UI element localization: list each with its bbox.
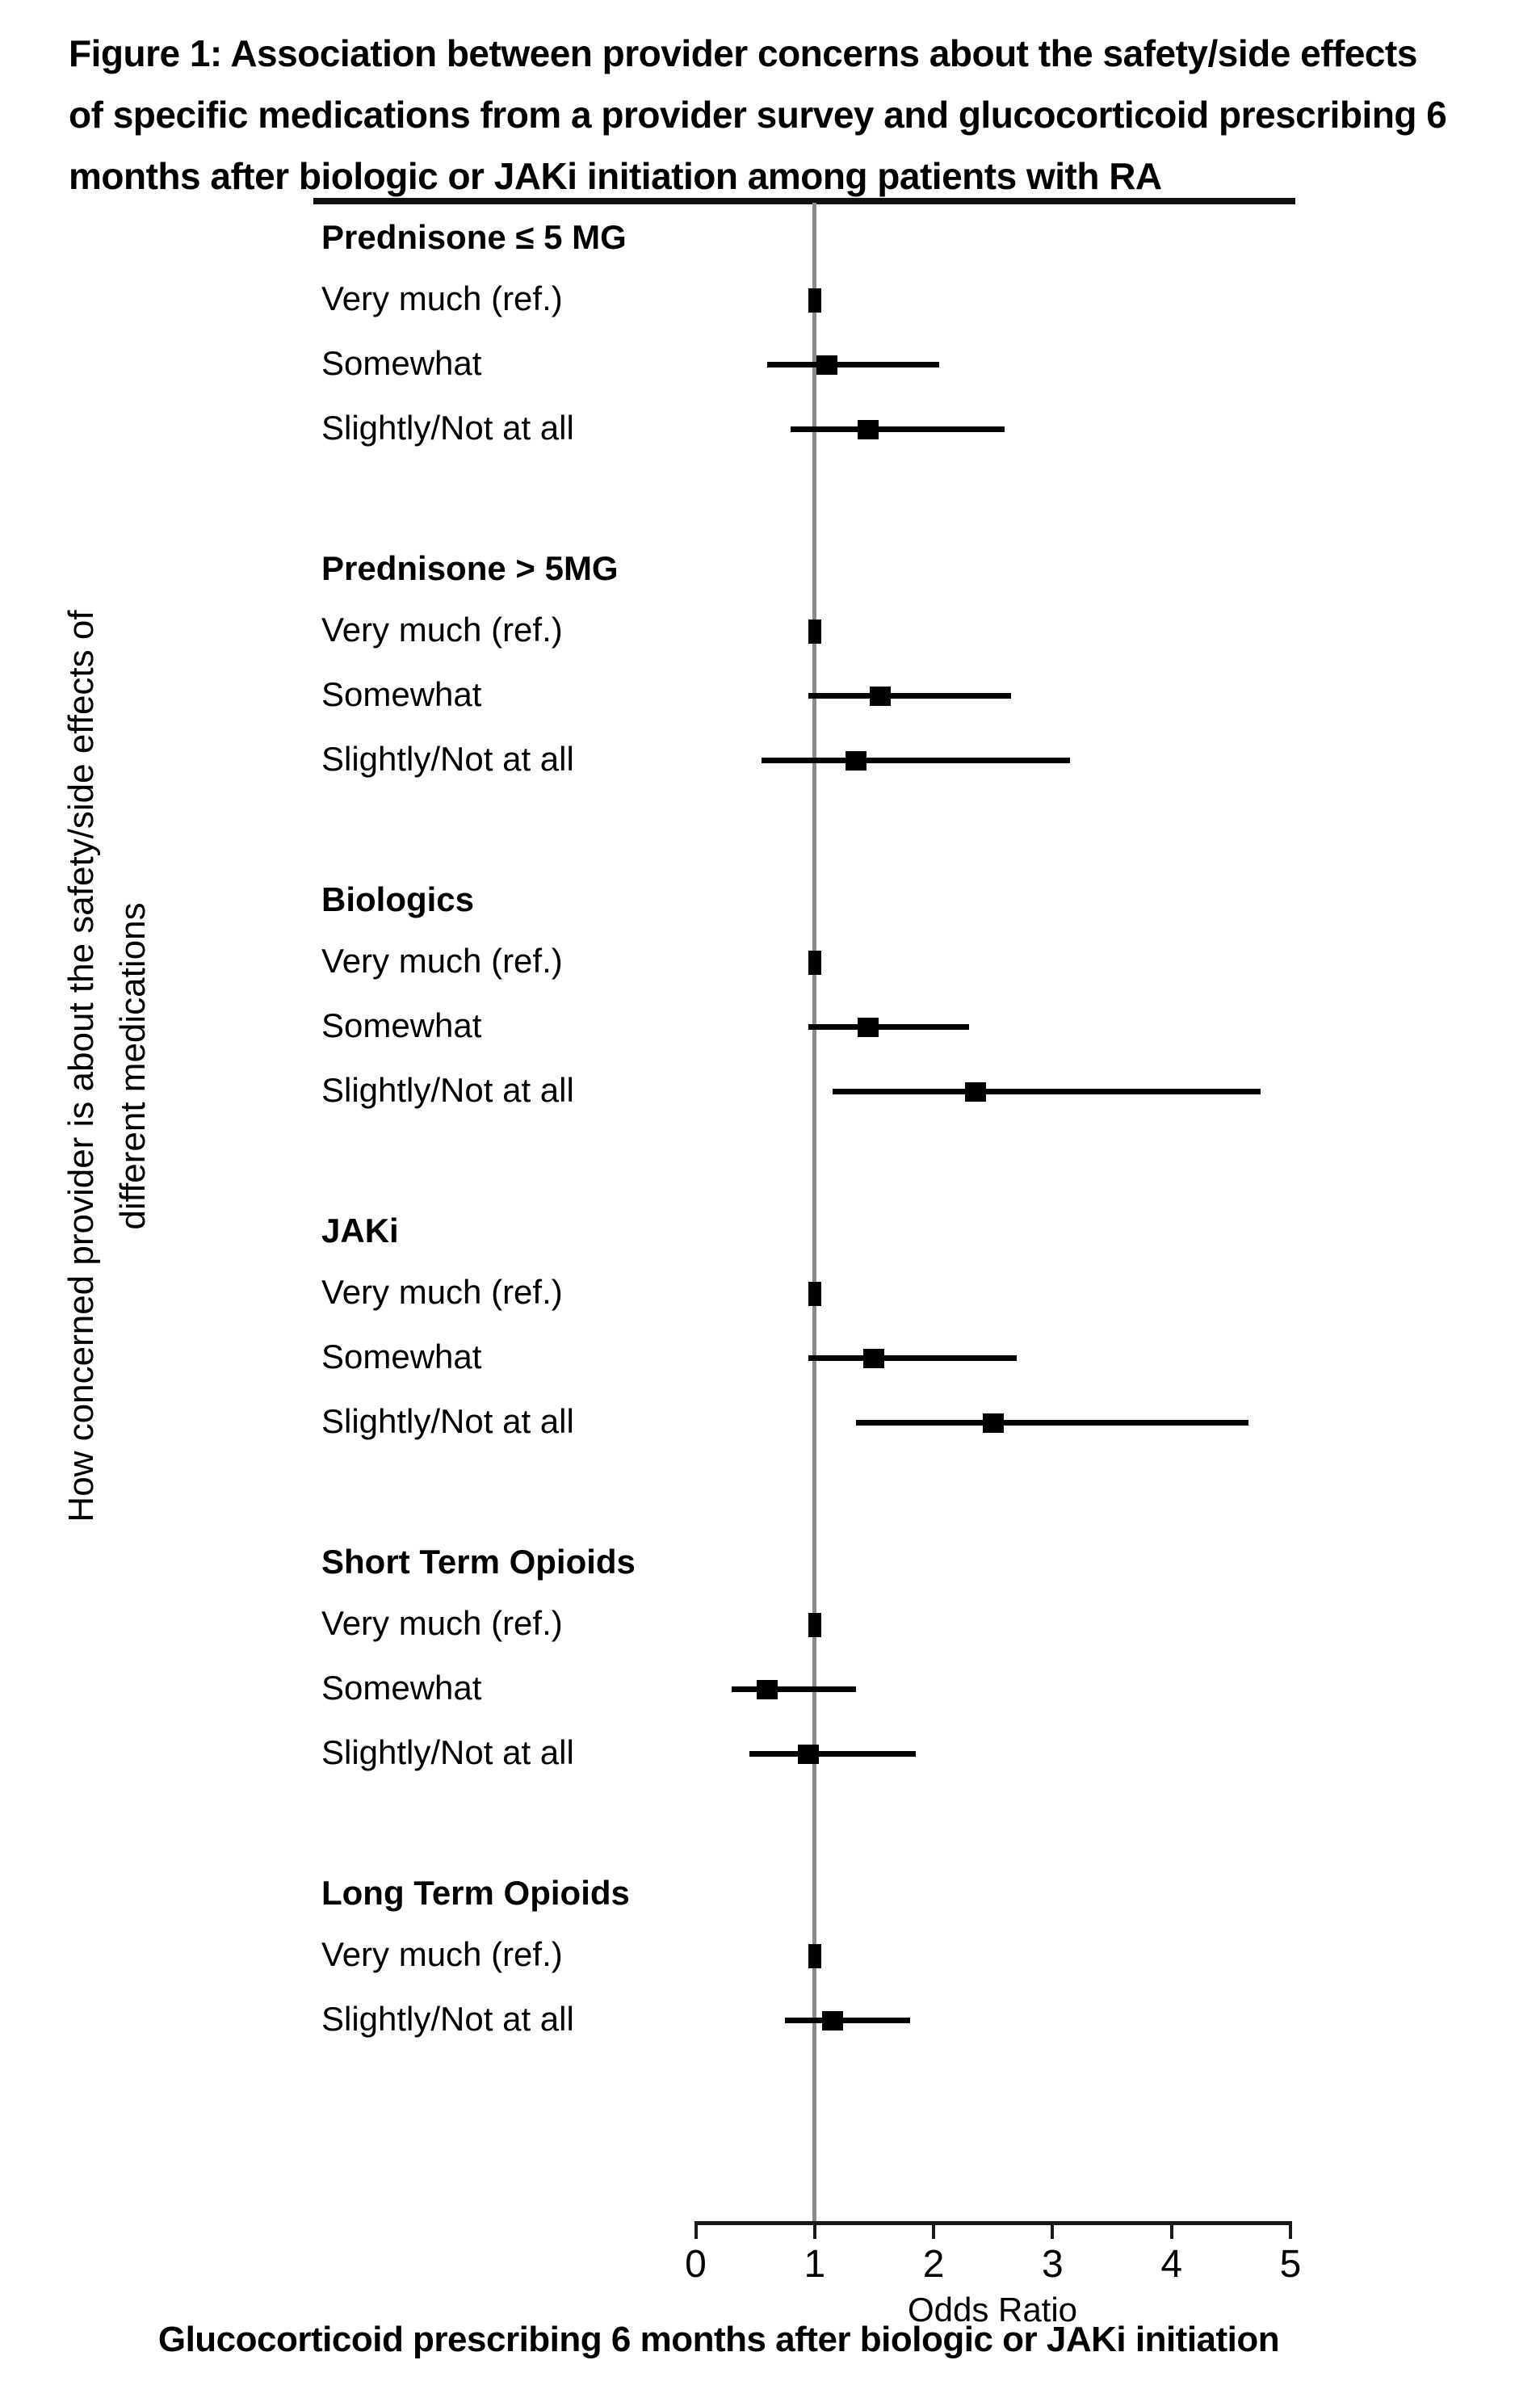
x-axis-tick-label: 1 [804,2243,826,2286]
figure-title: Figure 1: Association between provider c… [69,23,1514,207]
row-label: Very much (ref.) [321,279,563,317]
row-label: Very much (ref.) [321,1273,563,1311]
group-header: Prednisone > 5MG [321,549,619,587]
point-marker [982,1413,1004,1433]
x-axis-tick-label: 2 [922,2243,945,2286]
figure-title-line-1: Figure 1: Association between provider c… [69,23,1514,84]
ci-line [766,362,940,367]
reference-line [812,203,817,2221]
point-marker [858,420,879,439]
row-label: Somewhat [321,344,482,382]
figure-title-line-1-text: Association between provider concerns ab… [221,32,1417,74]
point-marker [846,751,867,771]
ci-line [749,1751,916,1757]
group-header: JAKi [321,1212,399,1249]
ci-line [808,1024,970,1030]
row-label: Slightly/Not at all [321,740,574,778]
reference-point-marker [808,288,821,313]
x-axis-tick [812,2221,816,2239]
x-axis-tick-label: 4 [1160,2243,1183,2286]
row-label: Somewhat [321,1338,482,1375]
x-axis-title: Odds Ratio [907,2291,1078,2329]
row-label: Slightly/Not at all [321,1402,574,1440]
x-axis-tick [932,2221,936,2239]
point-marker [816,355,837,375]
group-header: Prednisone ≤ 5 MG [321,218,627,256]
row-label: Slightly/Not at all [321,409,574,447]
point-marker [869,687,891,706]
x-axis-tick-label: 0 [685,2243,707,2286]
x-axis-tick [694,2221,698,2239]
x-axis-tick-label: 5 [1279,2243,1302,2286]
ci-line [808,1355,1018,1361]
row-label: Very much (ref.) [321,1604,563,1642]
ci-line [856,1420,1249,1426]
point-marker [964,1082,986,1102]
row-label: Very much (ref.) [321,1935,563,1973]
x-axis-tick-label: 3 [1042,2243,1064,2286]
row-label: Very much (ref.) [321,611,563,649]
reference-point-marker [808,1613,821,1637]
reference-point-marker [808,619,821,644]
x-axis-line [694,2221,1292,2225]
figure-title-line-2: of specific medications from a provider … [69,94,1447,136]
figure-caption: Glucocorticoid prescribing 6 months afte… [157,2320,1280,2359]
point-marker [821,2011,843,2031]
x-axis-tick [1289,2221,1292,2239]
reference-point-marker [808,1944,821,1968]
ci-line [761,758,1071,763]
x-axis-tick [1169,2221,1173,2239]
row-label: Slightly/Not at all [321,1733,574,1771]
group-header: Biologics [321,880,475,918]
point-marker [858,1018,879,1037]
ci-line [832,1089,1261,1094]
point-marker [863,1349,885,1368]
x-axis-tick [1051,2221,1055,2239]
row-label: Slightly/Not at all [321,1071,574,1109]
row-label: Somewhat [321,1669,482,1707]
ci-line [791,426,1005,432]
point-marker [798,1745,820,1764]
figure-title-line-3: months after biologic or JAKi initiation… [69,155,1162,197]
row-label: Very much (ref.) [321,942,563,980]
ci-line [784,2018,910,2023]
row-label: Somewhat [321,1006,482,1044]
row-label: Slightly/Not at all [321,2000,574,2038]
ci-line [731,1686,857,1692]
point-marker [756,1680,778,1699]
reference-point-marker [808,1282,821,1306]
reference-point-marker [808,951,821,975]
group-header: Short Term Opioids [321,1543,636,1581]
row-label: Somewhat [321,675,482,713]
figure-title-prefix: Figure 1: [69,32,222,74]
ci-line [808,693,1011,699]
plot-top-rule [313,198,1295,204]
group-header: Long Term Opioids [321,1874,630,1912]
